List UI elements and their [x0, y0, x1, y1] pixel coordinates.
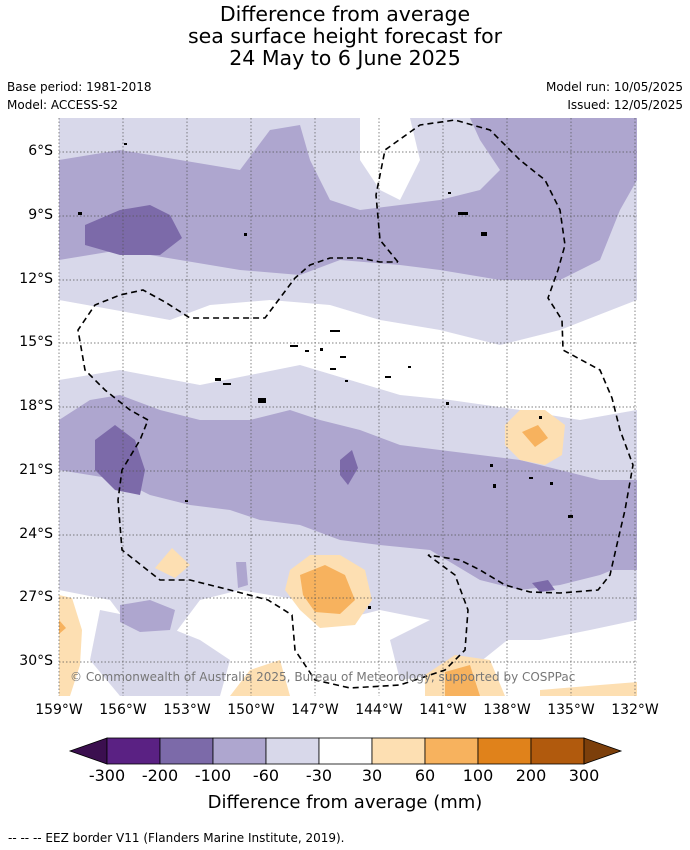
colorbar-tick: -60	[252, 766, 280, 785]
lon-label-138w: 138°W	[483, 702, 531, 718]
lat-label-6s: 6°S	[28, 143, 53, 159]
islands	[78, 143, 573, 609]
contour-light-lavender-sw	[90, 610, 230, 696]
title-line-3: 24 May to 6 June 2025	[229, 46, 461, 70]
issued-date: Issued: 12/05/2025	[567, 98, 683, 112]
contour-orange-1	[522, 425, 548, 447]
colorbar	[68, 737, 623, 765]
colorbar-bin-8	[477, 737, 532, 765]
colorbar-tick: 200	[515, 766, 547, 785]
lat-label-15s: 15°S	[19, 334, 53, 350]
colorbar-tick: -30	[305, 766, 333, 785]
colorbar-bin-4	[265, 737, 320, 765]
lon-label-147w: 147°W	[291, 702, 339, 718]
lat-label-18s: 18°S	[19, 398, 53, 414]
colorbar-bin-1	[106, 737, 161, 765]
meta-right: Model run: 10/05/2025 Issued: 12/05/2025	[546, 78, 683, 114]
colorbar-extend-low	[68, 737, 108, 765]
colorbar-tick: 30	[361, 766, 383, 785]
colorbar-tick: 60	[414, 766, 436, 785]
lat-label-27s: 27°S	[19, 589, 53, 605]
lon-label-135w: 135°W	[547, 702, 595, 718]
model-name: Model: ACCESS-S2	[7, 98, 119, 112]
copyright-notice: © Commonwealth of Australia 2025, Bureau…	[70, 670, 576, 684]
lon-label-150w: 150°W	[227, 702, 275, 718]
title-line-2: sea surface height forecast for	[187, 24, 503, 48]
contour-white-north	[360, 118, 420, 200]
lon-label-159w: 159°W	[35, 702, 83, 718]
colorbar-tick: -300	[88, 766, 126, 785]
lon-label-141w: 141°W	[419, 702, 467, 718]
contour-mid-purple-south	[59, 395, 637, 590]
eez-legend-footer: -- -- -- EEZ border V11 (Flanders Marine…	[8, 831, 345, 845]
chart-title: Difference from average sea surface heig…	[0, 3, 690, 69]
contour-dark-purple-4	[532, 580, 555, 592]
contour-dark-purple-3	[340, 450, 358, 485]
contour-mid-purple-se	[590, 510, 637, 570]
colorbar-extend-high	[583, 737, 623, 765]
contour-light-orange-4	[59, 595, 82, 696]
lat-label-21s: 21°S	[19, 462, 53, 478]
contour-mid-purple-small	[236, 562, 248, 588]
colorbar-bin-5	[318, 737, 373, 765]
colorbar-bin-6	[371, 737, 426, 765]
colorbar-bin-3	[212, 737, 267, 765]
lon-label-153w: 153°W	[163, 702, 211, 718]
contour-mid-purple-north	[59, 118, 637, 280]
lat-label-30s: 30°S	[19, 653, 53, 669]
meta-left: Base period: 1981-2018 Model: ACCESS-S2	[7, 78, 152, 114]
colorbar-tick: -200	[141, 766, 179, 785]
map-field	[59, 118, 637, 696]
contour-light-lavender-se	[390, 600, 520, 680]
colorbar-bin-2	[159, 737, 214, 765]
eez-border	[77, 119, 634, 689]
lon-label-132w: 132°W	[611, 702, 659, 718]
lat-label-24s: 24°S	[19, 526, 53, 542]
lon-label-156w: 156°W	[99, 702, 147, 718]
model-run: Model run: 10/05/2025	[545, 80, 683, 94]
contour-orange-2	[300, 565, 355, 614]
contour-light-orange-3	[155, 548, 190, 578]
colorbar-tick: -100	[194, 766, 232, 785]
colorbar-tick: 100	[462, 766, 494, 785]
title-line-1: Difference from average	[219, 2, 471, 26]
contour-light-orange-5	[230, 660, 290, 696]
colorbar-label: Difference from average (mm)	[207, 792, 483, 813]
contour-orange-4	[59, 620, 66, 634]
contour-light-orange-7	[540, 682, 637, 696]
contour-mid-purple-sw	[120, 600, 175, 632]
lat-label-12s: 12°S	[19, 271, 53, 287]
colorbar-bin-7	[424, 737, 479, 765]
base-period: Base period: 1981-2018	[7, 80, 152, 94]
contour-dark-purple-1	[85, 205, 182, 255]
contour-dark-purple-2	[95, 425, 145, 495]
colorbar-tick: 300	[568, 766, 600, 785]
lon-label-144w: 144°W	[355, 702, 403, 718]
contour-orange-3	[445, 665, 480, 696]
colorbar-bin-9	[530, 737, 585, 765]
lat-label-9s: 9°S	[28, 207, 53, 223]
